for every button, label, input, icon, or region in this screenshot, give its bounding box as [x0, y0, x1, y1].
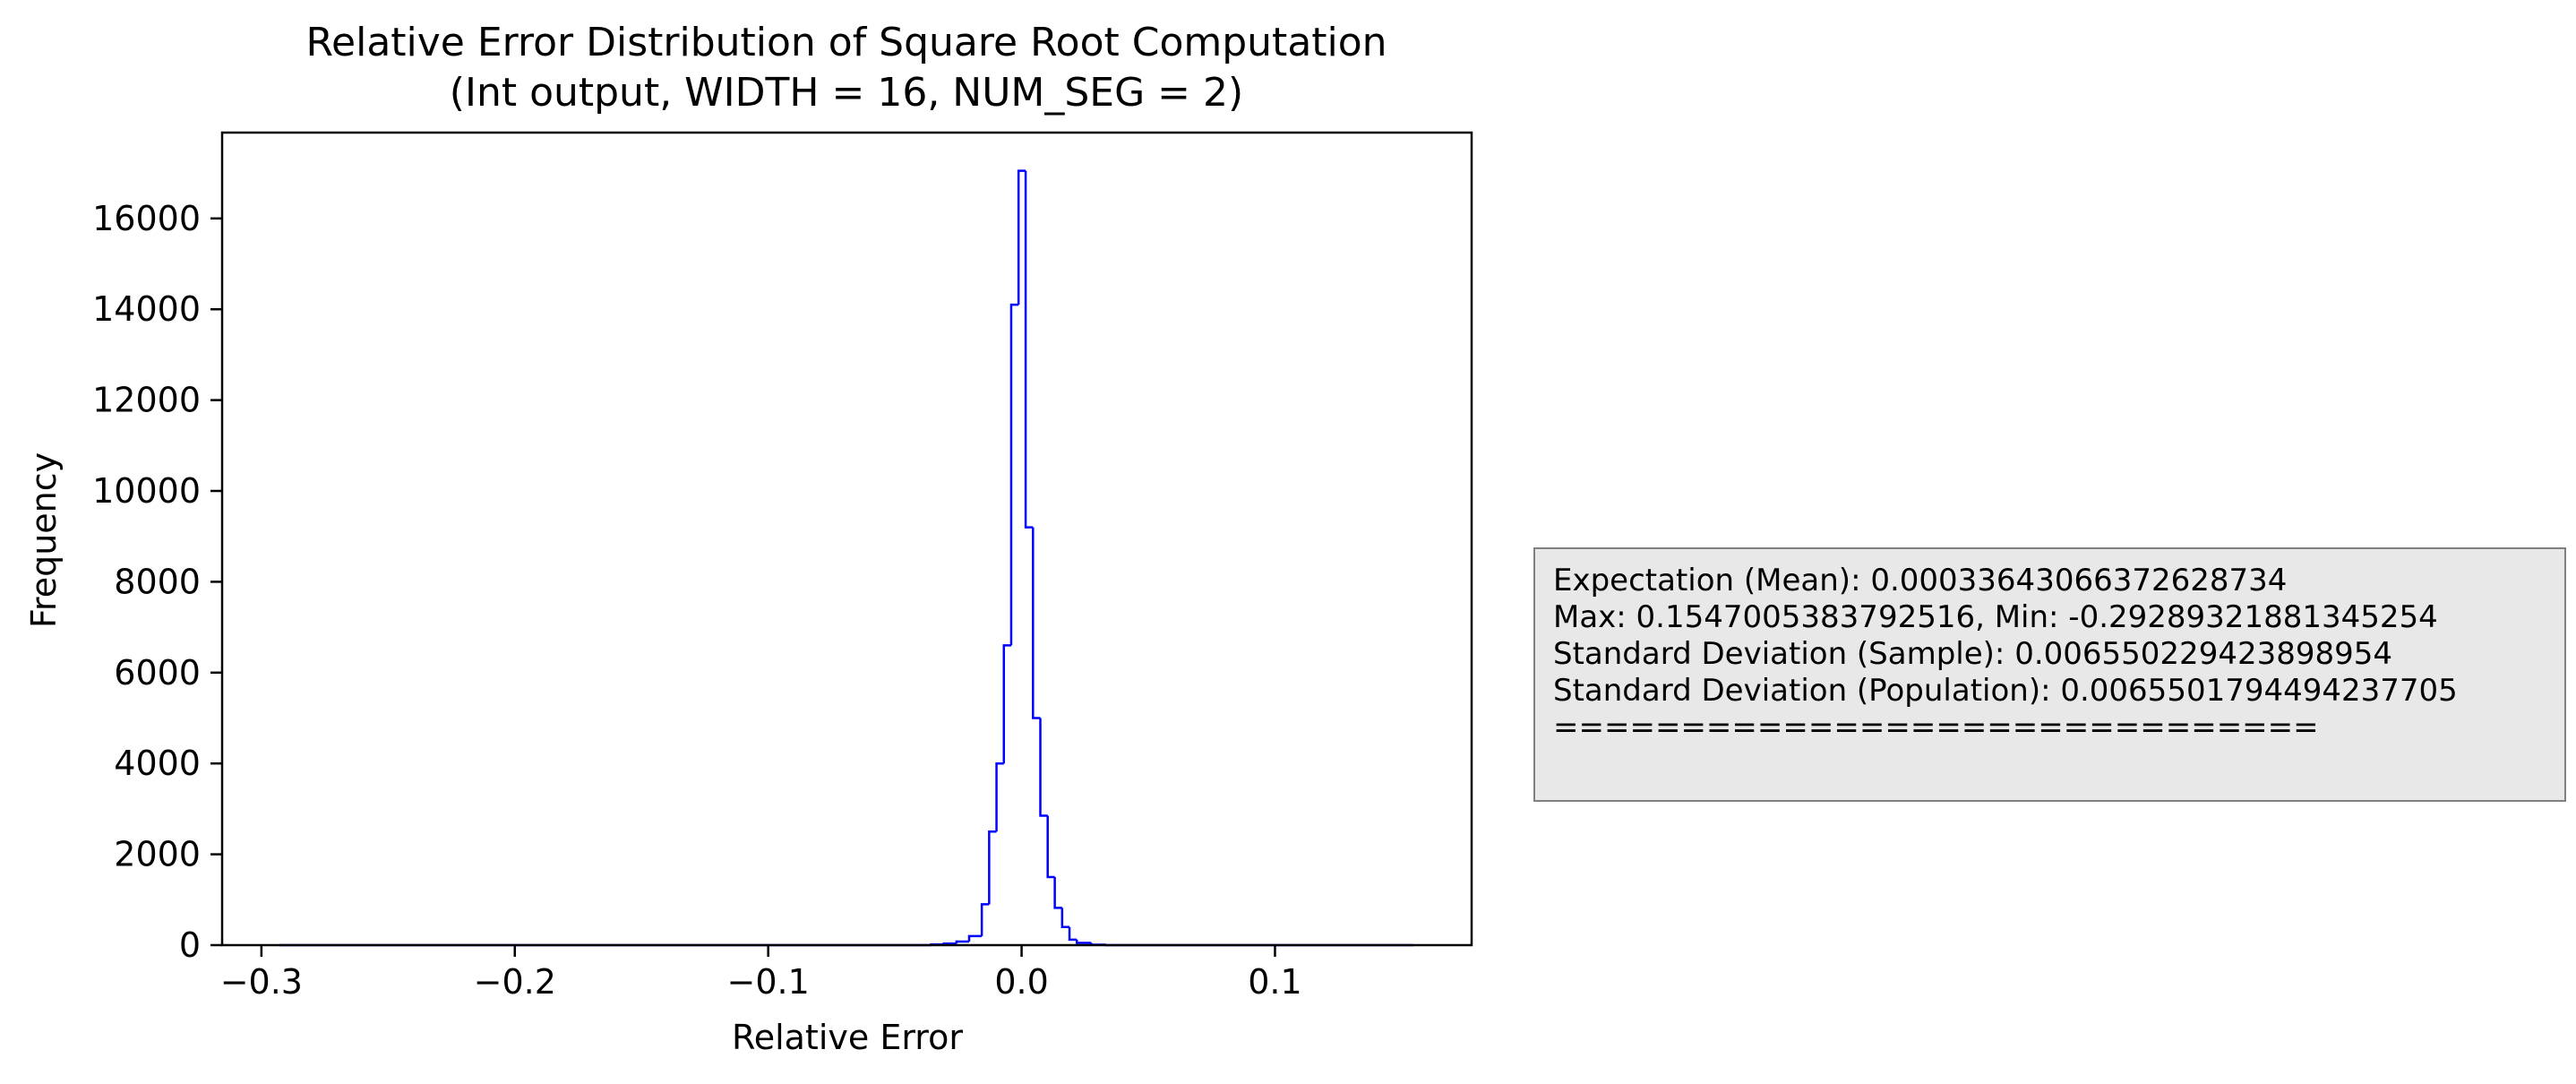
- histogram-bin: [1053, 876, 1062, 909]
- y-tick-label: 12000: [92, 381, 201, 420]
- y-tick-label: 2000: [114, 835, 201, 874]
- histogram-bin: [1046, 815, 1055, 879]
- stats-mean: Expectation (Mean): 0.000336430663726287…: [1553, 563, 2288, 598]
- chart-title-line-2: (Int output, WIDTH = 16, NUM_SEG = 2): [450, 70, 1243, 116]
- y-axis-label: Frequency: [24, 452, 64, 628]
- statistics-box: [1533, 547, 2566, 802]
- stats-max-min: Max: 0.1547005383792516, Min: -0.2928932…: [1553, 599, 2438, 635]
- histogram-bin: [1039, 718, 1048, 817]
- histogram-bin: [1017, 169, 1026, 305]
- histogram-bin: [1060, 908, 1070, 928]
- x-axis: −0.3 −0.2 −0.1 0.0 0.1: [220, 945, 1302, 1002]
- histogram-bin: [1032, 527, 1041, 719]
- y-tick-label: 14000: [92, 289, 201, 329]
- histogram-bin: [1024, 170, 1034, 529]
- histogram-bin: [995, 761, 1004, 832]
- stats-separator: ==============================: [1553, 710, 2319, 745]
- histogram-bin: [1075, 939, 1092, 944]
- histogram-bin: [980, 903, 990, 936]
- histogram-bin: [1002, 644, 1011, 764]
- x-tick-label: −0.2: [474, 962, 556, 1002]
- histogram-bin: [1009, 303, 1019, 646]
- histogram-bin: [967, 934, 983, 942]
- plot-area: [279, 169, 1414, 947]
- x-tick-label: 0.1: [1248, 962, 1301, 1002]
- axes-frame: [220, 131, 1473, 947]
- y-tick-label: 0: [179, 925, 201, 965]
- stats-std-population: Standard Deviation (Population): 0.00655…: [1553, 673, 2458, 709]
- x-tick-label: −0.3: [220, 962, 303, 1002]
- x-tick-label: 0.0: [994, 962, 1048, 1002]
- y-tick-label: 4000: [114, 744, 201, 783]
- y-tick-label: 16000: [92, 199, 201, 238]
- y-tick-label: 8000: [114, 562, 201, 601]
- x-tick-label: −0.1: [727, 962, 810, 1002]
- chart-title-line-1: Relative Error Distribution of Square Ro…: [305, 20, 1387, 65]
- histogram-bin: [955, 940, 969, 944]
- x-axis-label: Relative Error: [732, 1018, 963, 1057]
- y-tick-label: 6000: [114, 653, 201, 693]
- histogram-bin: [988, 830, 997, 905]
- y-axis: 0 2000 4000 6000 8000 10000 12000 14000 16000: [92, 199, 222, 965]
- y-tick-label: 10000: [92, 471, 201, 511]
- stats-std-sample: Standard Deviation (Sample): 0.006550229…: [1553, 636, 2393, 672]
- histogram-bin: [1068, 926, 1078, 942]
